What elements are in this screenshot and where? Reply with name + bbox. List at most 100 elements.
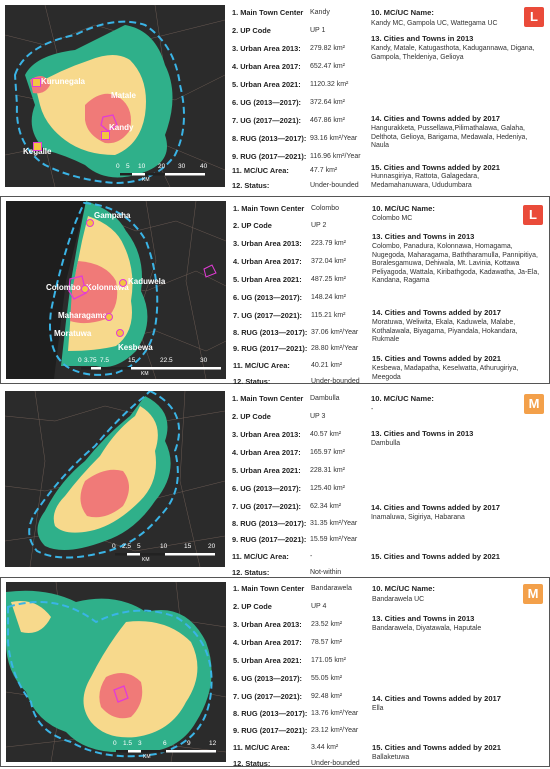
map-colombo: Gampaha Colombo Kolonnawa Kaduwela Mahar… <box>6 201 226 379</box>
value-urban-2021: 228.31 km² <box>310 467 346 474</box>
town-marker-icon <box>81 285 89 293</box>
label-main-town: 1. Main Town Center <box>233 584 305 593</box>
town-marker-icon <box>33 142 42 151</box>
map-kandy: Kurunegala Matale Kandy Kegalle 0 5 10 2… <box>5 5 225 187</box>
map-label-moratuwa: Moratuwa <box>54 329 92 338</box>
towns-kandy: 10. MC/UC Name: Kandy MC, Gampola UC, Wa… <box>371 8 539 189</box>
label-urban-2013: 3. Urban Area 2013: <box>233 620 302 629</box>
mc-boundary <box>113 685 129 703</box>
scale-bar <box>81 367 221 370</box>
value-status: Under-bounded <box>310 182 359 189</box>
label-up-code: 2. UP Code <box>232 412 271 421</box>
label-urban-2021: 5. Urban Area 2021: <box>232 466 301 475</box>
label-rug-17-21: 9. RUG (2017—2021): <box>233 726 308 735</box>
value-towns-2017: Inamaluwa, Sigiriya, Habarana <box>371 514 465 521</box>
map-label-kandy: Kandy <box>109 123 134 132</box>
label-towns-2017: 14. Cities and Towns added by 2017 <box>372 308 501 317</box>
value-urban-2021: 1120.32 km² <box>310 81 349 88</box>
size-badge-l: L <box>523 205 543 225</box>
urban-core-area <box>85 93 131 144</box>
label-status: 12. Status: <box>233 377 271 386</box>
towns-colombo: 10. MC/UC Name: Colombo MC 13. Cities an… <box>372 204 540 382</box>
label-towns-2013: 13. Cities and Towns in 2013 <box>371 429 474 438</box>
value-urban-2017: 372.04 km² <box>311 258 347 265</box>
map-bandarawela: 0 1.5 3 6 9 12 KM <box>6 582 226 762</box>
value-ug-13-17: 148.24 km² <box>311 294 347 301</box>
map-colombo-svg <box>6 201 226 379</box>
map-bandarawela-svg <box>6 582 226 762</box>
size-badge-m: M <box>524 394 544 414</box>
value-mcuc-name: Colombo MC <box>372 215 413 222</box>
label-towns-2017: 14. Cities and Towns added by 2017 <box>372 694 501 703</box>
value-rug-17-21: 15.59 km²/Year <box>310 536 358 543</box>
label-towns-2013: 13. Cities and Towns in 2013 <box>372 232 475 241</box>
value-rug-13-17: 31.35 km²/Year <box>310 520 358 527</box>
scale-unit: KM <box>141 371 149 377</box>
label-urban-2021: 5. Urban Area 2021: <box>233 275 302 284</box>
value-mcuc-name: Bandarawela UC <box>372 596 425 603</box>
urban-2017-area <box>11 601 198 738</box>
label-towns-2021: 15. Cities and Towns added by 2021 <box>372 743 501 752</box>
value-mcuc-area: 3.44 km² <box>311 744 339 751</box>
value-status: Not-within <box>310 569 342 576</box>
map-dambulla: 0 2.5 5 10 15 20 KM <box>5 391 225 567</box>
map-label-colombo: Colombo <box>46 283 81 292</box>
panel-colombo: Gampaha Colombo Kolonnawa Kaduwela Mahar… <box>0 196 550 386</box>
label-mcuc-name: 10. MC/UC Name: <box>372 204 435 213</box>
label-ug-17-21: 7. UG (2017—2021): <box>233 692 303 701</box>
label-towns-2013: 13. Cities and Towns in 2013 <box>371 34 474 43</box>
value-ug-17-21: 467.86 km² <box>310 117 346 124</box>
scale-bar <box>120 173 205 176</box>
town-marker-icon <box>116 329 124 337</box>
value-main-town: Kandy <box>310 9 330 16</box>
label-rug-17-21: 9. RUG (2017—2021): <box>233 344 308 353</box>
value-urban-2013: 279.82 km² <box>310 45 346 52</box>
map-label-maharagama: Maharagama <box>58 311 107 320</box>
map-label-matale: Matale <box>111 91 136 100</box>
value-ug-13-17: 125.40 km² <box>310 485 346 492</box>
value-main-town: Colombo <box>311 205 340 212</box>
label-mcuc-area: 11. MC/UC Area: <box>233 361 290 370</box>
value-up-code: UP 4 <box>311 603 327 610</box>
label-up-code: 2. UP Code <box>233 221 272 230</box>
map-label-kesbewa: Kesbewa <box>118 343 153 352</box>
label-rug-13-17: 8. RUG (2013—2017): <box>233 709 308 718</box>
label-mcuc-area: 11. MC/UC Area: <box>232 166 289 175</box>
value-urban-2017: 165.97 km² <box>310 449 346 456</box>
town-marker-icon <box>86 219 94 227</box>
label-main-town: 1. Main Town Center <box>233 204 305 213</box>
value-towns-2017: Moratuwa, Weliwita, Ekala, Kaduwela, Mal… <box>372 319 518 344</box>
value-urban-2013: 23.52 km² <box>311 621 343 628</box>
mc-boundary <box>68 275 87 300</box>
map-label-gampaha: Gampaha <box>94 211 131 220</box>
region-boundary <box>28 391 180 559</box>
value-towns-2013: Kandy, Matale, Katugasthota, Kadugannawa… <box>371 45 535 61</box>
value-rug-13-17: 37.06 km²/Year <box>311 329 359 336</box>
map-label-kolonnawa: Kolonnawa <box>86 283 129 292</box>
label-towns-2021: 15. Cities and Towns added by 2021 <box>371 552 500 561</box>
label-rug-17-21: 9. RUG (2017—2021): <box>232 152 307 161</box>
value-towns-2017: Ella <box>372 705 384 712</box>
label-ug-17-21: 7. UG (2017—2021): <box>232 116 302 125</box>
label-rug-17-21: 9. RUG (2017—2021): <box>232 535 307 544</box>
value-ug-13-17: 372.64 km² <box>310 99 346 106</box>
panel-dambulla: 0 2.5 5 10 15 20 KM 1. Main Town Center D… <box>0 388 550 577</box>
value-up-code: UP 1 <box>310 27 326 34</box>
map-dambulla-svg <box>5 391 225 567</box>
label-ug-17-21: 7. UG (2017—2021): <box>232 502 302 511</box>
label-urban-2013: 3. Urban Area 2013: <box>232 430 301 439</box>
town-marker-icon <box>105 313 113 321</box>
scale-unit: KM <box>142 557 150 563</box>
value-mcuc-area: 40.21 km² <box>311 362 343 369</box>
label-status: 12. Status: <box>233 759 271 768</box>
panel-bandarawela: 0 1.5 3 6 9 12 KM 1. Main Town Center Ban… <box>0 577 550 768</box>
label-ug-17-21: 7. UG (2017—2021): <box>233 311 303 320</box>
attributes-kandy: 1. Main Town Center Kandy 2. UP Code UP 1 … <box>232 8 368 190</box>
panel-kandy: Kurunegala Matale Kandy Kegalle 0 5 10 2… <box>0 0 550 192</box>
label-up-code: 2. UP Code <box>233 602 272 611</box>
value-urban-2021: 171.05 km² <box>311 657 347 664</box>
value-mcuc-name: - <box>371 406 374 413</box>
value-towns-2017: Hangurakketa, Pussellawa,Pilimathalawa, … <box>371 125 528 150</box>
value-towns-2013: Dambulla <box>371 440 401 447</box>
value-mcuc-area: 47.7 km² <box>310 167 338 174</box>
